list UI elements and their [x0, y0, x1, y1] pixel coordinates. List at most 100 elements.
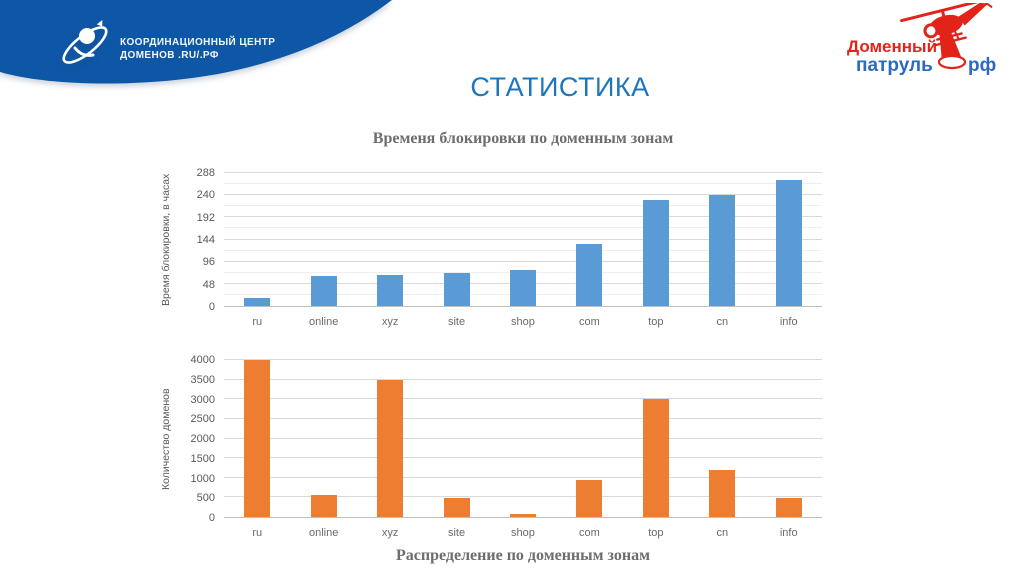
bar-xyz [377, 380, 404, 517]
y-tick-label: 144 [196, 234, 215, 246]
bar-info [775, 498, 802, 517]
x-axis-label-info: info [779, 316, 798, 328]
domain-patrol-logo: Доменный патруль рф [846, 3, 998, 75]
gridline [224, 417, 822, 419]
gridline [224, 359, 822, 360]
bar-column [290, 360, 356, 517]
gridline [224, 216, 822, 218]
y-tick-label: 0 [208, 512, 215, 524]
y-tick-label: 192 [196, 211, 215, 224]
gridline [224, 194, 822, 196]
y-tick-label: 240 [196, 189, 215, 202]
y-tick-label: 1000 [190, 472, 215, 485]
x-axis-label-ru: ru [252, 527, 263, 539]
bar-ru [244, 360, 271, 517]
helicopter-icon [900, 3, 993, 47]
y-tick-label: 2000 [190, 433, 215, 445]
gridline [224, 249, 822, 251]
coordination-center-logo: КООРДИНАЦИОННЫЙ ЦЕНТР ДОМЕНОВ .RU/.РФ [52, 10, 382, 80]
x-axis-label-top: top [648, 527, 664, 539]
bar-column [224, 360, 290, 517]
bar-ru [244, 298, 271, 306]
x-axis-label-shop: shop [511, 527, 535, 539]
bar-column [756, 360, 822, 517]
bar-column [357, 173, 423, 306]
bar-column [224, 173, 290, 306]
y-axis-ticks: 0 48 96 144 192 240 288 [182, 167, 224, 313]
gridline [224, 172, 822, 173]
patrol-word-rf: рф [968, 55, 996, 75]
header-blob: КООРДИНАЦИОННЫЙ ЦЕНТР ДОМЕНОВ .RU/.РФ [0, 0, 410, 105]
y-tick-label: 2500 [190, 413, 215, 426]
chart-domain-distribution: Количество доменов 0 500 1000 1500 2000 2500 3… [160, 352, 822, 567]
bar-column [423, 360, 489, 517]
bar-column [689, 173, 755, 306]
bar-top [642, 399, 669, 517]
gridline [224, 457, 822, 459]
gridline [224, 398, 822, 400]
y-axis-ticks: 0 500 1000 1500 2000 2500 3000 3500 4000 [182, 354, 224, 524]
slide-title: СТАТИСТИКА [470, 72, 650, 102]
patrol-word-domennyj: Доменный [847, 37, 937, 56]
bar-site [443, 498, 470, 517]
y-tick-label: 500 [196, 492, 215, 505]
gridline [224, 378, 822, 380]
helicopter-logo-graphic: Доменный патруль рф [847, 3, 996, 75]
bar-column [490, 173, 556, 306]
gridline [224, 496, 822, 498]
x-axis-label-shop: shop [511, 316, 535, 328]
y-tick-label: 3000 [190, 393, 215, 406]
x-axis-label-site: site [447, 316, 466, 328]
bar-column [290, 173, 356, 306]
x-axis-label-info: info [779, 527, 798, 539]
x-axis-labels: ru online xyz site shop com top cn info [224, 316, 822, 330]
bar-column [556, 173, 622, 306]
y-tick-label: 96 [202, 256, 215, 269]
bar-column [623, 173, 689, 306]
x-axis-label-cn: cn [716, 316, 729, 328]
gridline [224, 476, 822, 478]
bar-cn [709, 469, 736, 517]
x-axis-labels: ru online xyz site shop com top cn info [224, 527, 822, 541]
bar-shop [509, 269, 536, 306]
gridline [224, 260, 822, 262]
x-axis-label-top: top [648, 316, 664, 328]
bar-info [775, 180, 802, 306]
x-axis-label-xyz: xyz [381, 527, 399, 539]
gridline [224, 437, 822, 439]
bar-com [576, 480, 603, 517]
orbit-satellite-icon [62, 20, 108, 64]
bars [224, 360, 822, 517]
bar-online [310, 276, 337, 306]
x-axis-label-online: online [308, 527, 339, 539]
light-pool [937, 54, 967, 70]
plot-area [224, 172, 822, 307]
bar-top [642, 199, 669, 306]
y-tick-label: 288 [196, 167, 215, 179]
gridline [224, 183, 822, 185]
patrol-word-patrul: патруль [856, 55, 933, 75]
bar-shop [509, 513, 536, 517]
x-axis-label-online: online [308, 316, 339, 328]
chart-title: Временя блокировки по доменным зонам [372, 130, 674, 147]
bar-column [623, 360, 689, 517]
bars [224, 173, 822, 306]
bar-column [490, 360, 556, 517]
bar-online [310, 495, 337, 517]
kc-logo-line2: ДОМЕНОВ .RU/.РФ [120, 50, 219, 61]
bar-cn [709, 195, 736, 306]
bar-com [576, 244, 603, 306]
x-axis-label-com: com [579, 527, 600, 539]
header-blob-shape [0, 0, 392, 84]
x-axis-label-com: com [579, 316, 600, 328]
y-tick-label: 3500 [190, 373, 215, 386]
chart-title: Распределение по доменным зонам [396, 547, 650, 564]
kc-logo-line1: КООРДИНАЦИОННЫЙ ЦЕНТР [120, 37, 276, 48]
chart-blocking-times: Временя блокировки по доменным зонам Вре… [160, 128, 822, 330]
x-axis-label-ru: ru [252, 316, 263, 328]
bar-column [689, 360, 755, 517]
plot-area [224, 359, 822, 518]
y-tick-label: 48 [202, 278, 215, 291]
x-axis-label-xyz: xyz [381, 316, 399, 328]
x-axis-label-cn: cn [716, 527, 729, 539]
